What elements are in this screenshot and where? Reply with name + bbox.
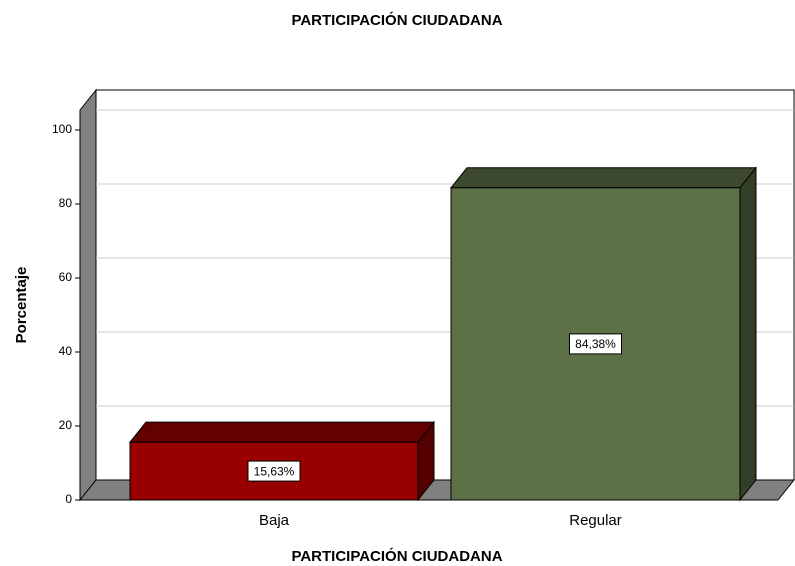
value-label-box <box>247 460 301 482</box>
x-tick-label: Regular <box>569 512 622 529</box>
bar-top <box>128 421 436 443</box>
value-label: 84,38% <box>575 337 616 351</box>
y-tick-label: 60 <box>59 270 73 284</box>
bar-top <box>449 167 758 189</box>
x-axis-title: PARTICIPACIÓN CIUDADANA <box>291 547 502 565</box>
value-label: 15,63% <box>254 464 295 478</box>
value-label-box <box>569 333 622 355</box>
side-wall <box>79 88 97 502</box>
y-tick-label: 100 <box>52 122 72 136</box>
chart-title: PARTICIPACIÓN CIUDADANA <box>291 11 502 29</box>
x-tick-label: Baja <box>259 512 290 529</box>
y-tick-label: 80 <box>59 196 73 210</box>
y-tick-label: 20 <box>59 418 73 432</box>
bar <box>129 441 419 501</box>
y-tick-label: 40 <box>59 344 73 358</box>
y-axis-title: Porcentaje <box>13 267 30 344</box>
bar-side <box>739 166 757 502</box>
y-tick-label: 0 <box>65 492 72 506</box>
